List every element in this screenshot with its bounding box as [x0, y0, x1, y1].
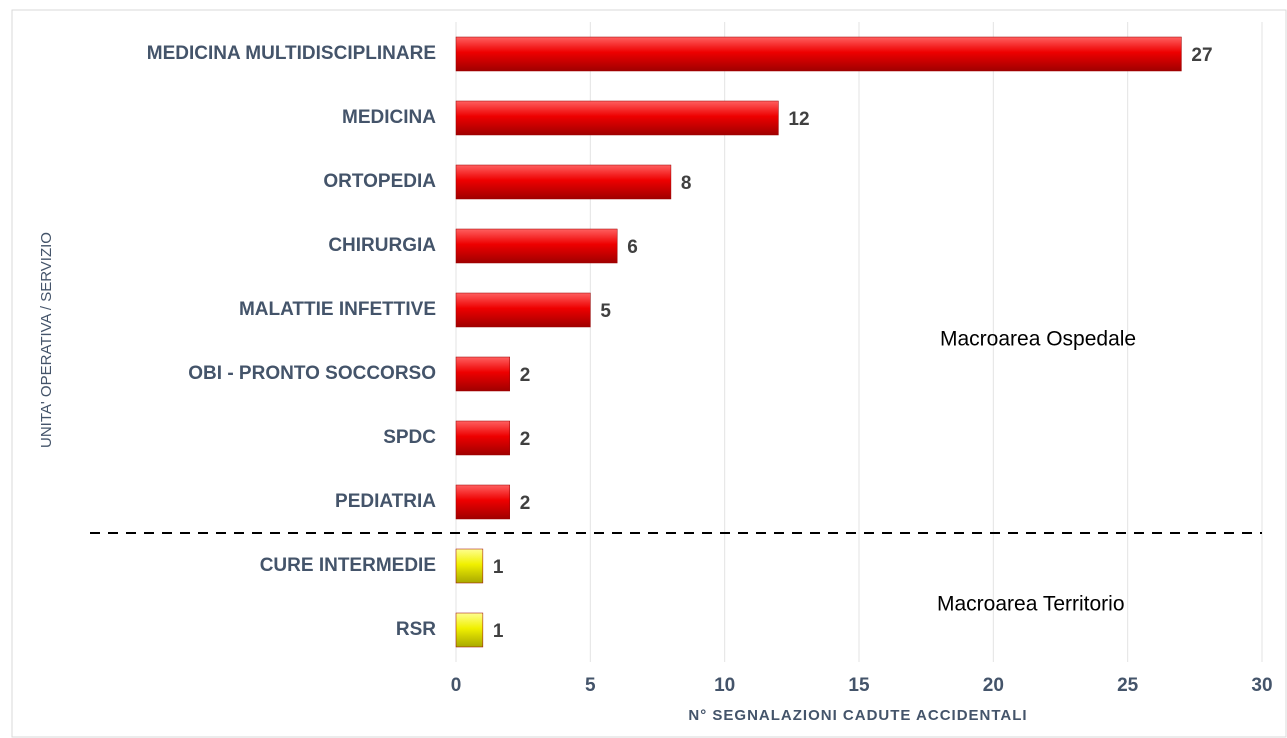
x-tick-label: 10 — [714, 675, 735, 696]
value-label: 5 — [600, 301, 611, 322]
bar — [455, 100, 779, 136]
value-label: 2 — [520, 493, 531, 514]
y-tick-label: PEDIATRIA — [335, 491, 436, 512]
y-tick-label: SPDC — [383, 427, 436, 448]
bar — [455, 36, 1182, 72]
bar — [455, 164, 672, 200]
chart-frame — [11, 9, 1287, 738]
y-tick-label: CHIRURGIA — [328, 235, 436, 256]
value-label: 12 — [788, 109, 809, 130]
annotation: Macroarea Territorio — [937, 593, 1125, 616]
y-tick-label: RSR — [396, 619, 436, 640]
bar — [455, 484, 510, 520]
value-label: 1 — [493, 621, 504, 642]
y-axis-label: UNITA' OPERATIVA / SERVIZIO — [38, 232, 55, 448]
bar — [455, 292, 591, 328]
x-tick-label: 30 — [1251, 675, 1272, 696]
bar — [455, 612, 484, 648]
value-label: 1 — [493, 557, 504, 578]
x-tick-label: 0 — [451, 675, 462, 696]
y-tick-label: MEDICINA — [342, 107, 436, 128]
y-tick-label: MALATTIE INFETTIVE — [239, 299, 436, 320]
y-tick-label: ORTOPEDIA — [323, 171, 436, 192]
x-tick-label: 15 — [848, 675, 870, 696]
value-label: 8 — [681, 173, 692, 194]
bar — [455, 420, 510, 456]
value-label: 2 — [520, 429, 531, 450]
annotation: Macroarea Ospedale — [940, 328, 1136, 351]
x-tick-label: 5 — [585, 675, 596, 696]
bar — [455, 228, 618, 264]
x-tick-label: 20 — [983, 675, 1004, 696]
y-tick-label: CURE INTERMEDIE — [260, 555, 436, 576]
value-label: 27 — [1191, 45, 1212, 66]
x-tick-label: 25 — [1117, 675, 1139, 696]
y-tick-label: OBI - PRONTO SOCCORSO — [188, 363, 436, 384]
x-axis-label: N° SEGNALAZIONI CADUTE ACCIDENTALI — [688, 707, 1027, 724]
value-label: 6 — [627, 237, 638, 258]
bar — [455, 356, 510, 392]
y-tick-label: MEDICINA MULTIDISCIPLINARE — [147, 43, 436, 64]
value-label: 2 — [520, 365, 531, 386]
bar — [455, 548, 484, 584]
